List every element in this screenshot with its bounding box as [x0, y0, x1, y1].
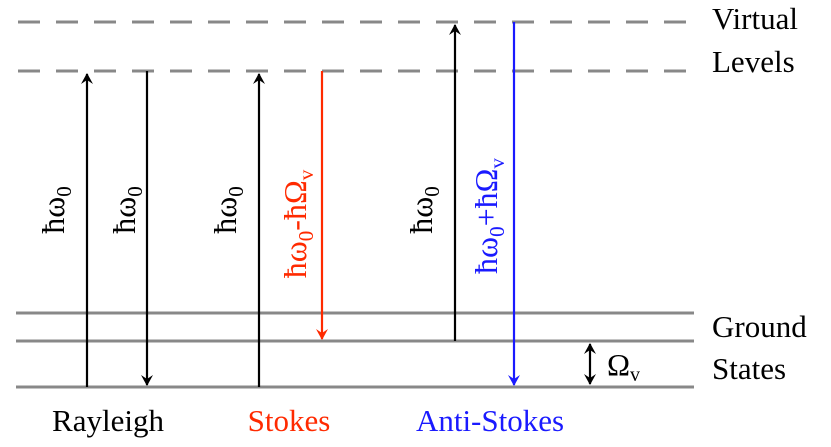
rayleigh-label: Rayleigh	[52, 403, 164, 438]
rayleigh-down-label: ħω0	[106, 186, 147, 234]
stokes-up-label: ħω0	[207, 186, 248, 234]
rayleigh-up-label: ħω0	[35, 186, 76, 234]
ground-label-line1: Ground	[712, 309, 807, 344]
ground-label-line2: States	[712, 351, 786, 386]
stokes-label: Stokes	[248, 403, 331, 438]
antistokes-label: Anti-Stokes	[416, 403, 564, 438]
omega-spacing-label: Ωv	[607, 347, 640, 386]
virtual-label-line1: Virtual	[712, 1, 798, 36]
virtual-label-line2: Levels	[712, 44, 795, 79]
antistokes-down-label: ħω0+ħΩv	[468, 158, 509, 274]
stokes-down-label: ħω0-ħΩv	[277, 169, 318, 278]
antistokes-up-label: ħω0	[403, 186, 444, 234]
